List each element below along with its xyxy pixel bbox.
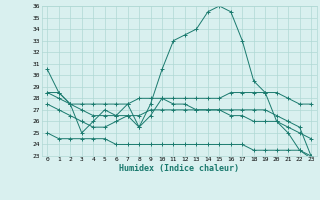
X-axis label: Humidex (Indice chaleur): Humidex (Indice chaleur)	[119, 164, 239, 173]
